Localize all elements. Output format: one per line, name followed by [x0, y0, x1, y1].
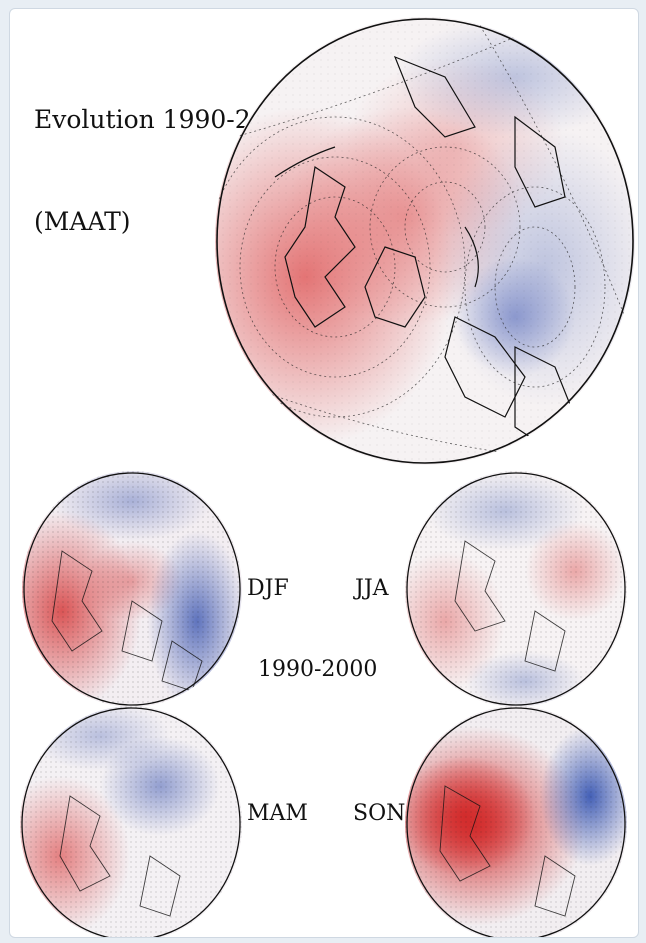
son-anomaly-map [405, 706, 627, 937]
season-label-djf: DJF [247, 576, 289, 601]
mam-anomaly-map [20, 706, 242, 937]
season-label-son: SON [353, 801, 406, 826]
mam-anomaly-map-svg [20, 706, 242, 937]
annual-anomaly-map [215, 17, 635, 465]
jja-anomaly-map [405, 471, 627, 707]
djf-anomaly-map [22, 471, 242, 707]
period-caption: 1990-2000 [258, 657, 378, 682]
jja-anomaly-map-svg [405, 471, 627, 707]
figure-panel: Evolution 1990-2000 (MAAT) [9, 8, 639, 938]
son-anomaly-map-svg [405, 706, 627, 937]
title-line-2: (MAAT) [34, 207, 131, 236]
djf-anomaly-map-svg [22, 471, 242, 707]
annual-anomaly-map-svg [215, 17, 635, 465]
season-label-jja: JJA [355, 576, 389, 601]
season-label-mam: MAM [247, 801, 308, 826]
